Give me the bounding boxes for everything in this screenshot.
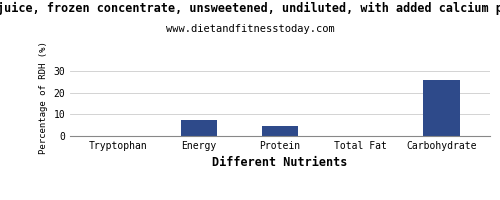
Bar <box>181 120 218 136</box>
X-axis label: Different Nutrients: Different Nutrients <box>212 156 348 169</box>
Y-axis label: Percentage of RDH (%): Percentage of RDH (%) <box>39 42 48 154</box>
Text: juice, frozen concentrate, unsweetened, undiluted, with added calcium p: juice, frozen concentrate, unsweetened, … <box>0 2 500 15</box>
Bar <box>262 126 298 136</box>
Bar <box>424 80 460 136</box>
Text: www.dietandfitnesstoday.com: www.dietandfitnesstoday.com <box>166 24 334 34</box>
